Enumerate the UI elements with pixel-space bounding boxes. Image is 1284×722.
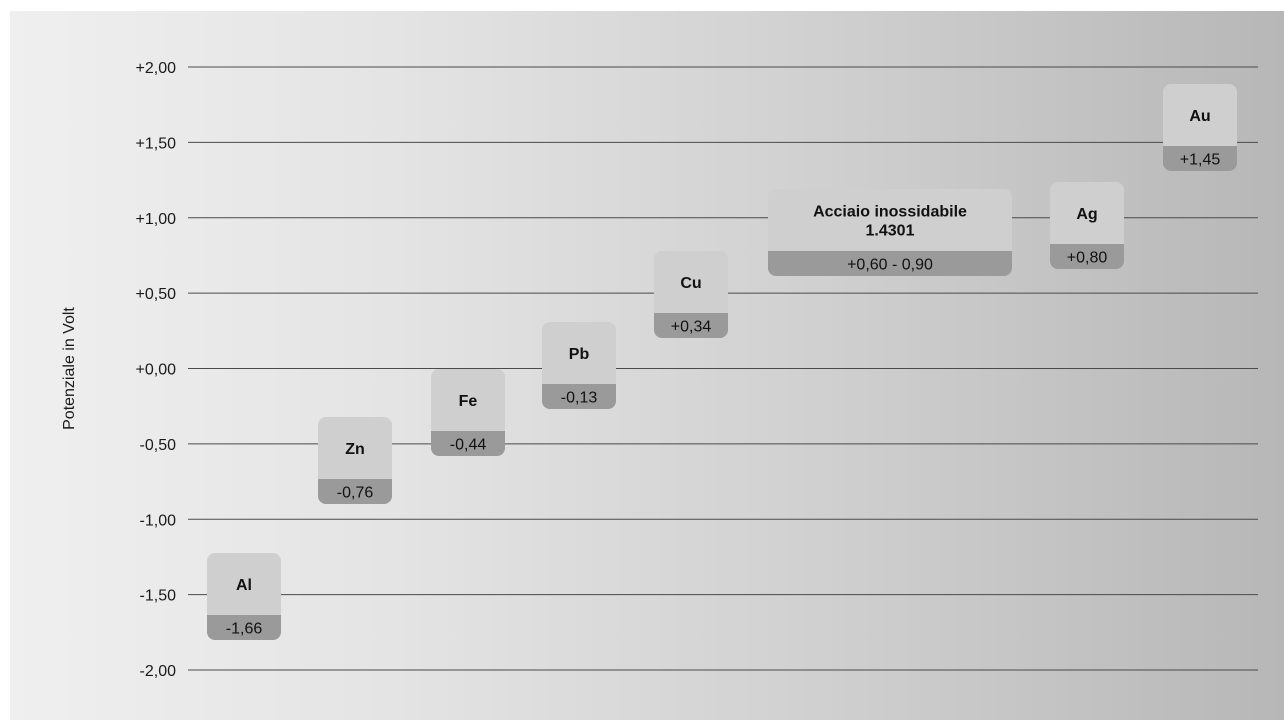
data-box-value-band	[1163, 146, 1237, 171]
data-box: Pb -0,13	[542, 322, 616, 409]
data-box-name: Fe	[459, 393, 478, 410]
y-tick-label: -1,50	[140, 588, 177, 605]
y-tick-label: +1,50	[136, 135, 177, 152]
data-box-value: -1,66	[226, 621, 263, 638]
data-box-name: Al	[236, 577, 252, 594]
data-box: Cu +0,34	[654, 251, 728, 338]
data-box-name: Acciaio inossidabile 1.4301	[813, 204, 967, 240]
data-box-name: Zn	[345, 441, 365, 458]
data-box: Al -1,66	[207, 553, 281, 640]
data-box-value: -0,76	[337, 485, 374, 502]
y-axis-title: Potenziale in Volt	[61, 307, 78, 430]
data-box-value: +0,60 - 0,90	[847, 257, 933, 274]
data-box-value-band	[768, 251, 1012, 276]
y-tick-label: -2,00	[140, 663, 177, 680]
data-box-name: Ag	[1076, 206, 1097, 223]
data-box: Fe -0,44	[431, 369, 505, 456]
data-box-value: -0,13	[561, 390, 598, 407]
data-box: Zn -0,76	[318, 417, 392, 504]
data-box-value-band	[542, 384, 616, 409]
data-box: Acciaio inossidabile 1.4301 +0,60 - 0,90	[768, 189, 1012, 276]
data-box-value: +0,80	[1067, 250, 1108, 267]
y-tick-label: +2,00	[136, 60, 177, 77]
data-box-name: Au	[1189, 108, 1210, 125]
data-box-value: +1,45	[1180, 152, 1221, 169]
y-tick-label: +0,00	[136, 362, 177, 379]
data-box-value-band	[318, 479, 392, 504]
data-box: Ag +0,80	[1050, 182, 1124, 269]
chart-svg: +2,00 +1,50 +1,00 +0,50 +0,00 -0,50 -1,00 -1,50…	[61, 60, 1258, 680]
y-tick-label: +1,00	[136, 211, 177, 228]
y-tick-label: -0,50	[140, 437, 177, 454]
y-gridlines: +2,00 +1,50 +1,00 +0,50 +0,00 -0,50 -1,00 -1,50…	[136, 60, 1258, 680]
data-box-value: +0,34	[671, 319, 712, 336]
data-box-value: -0,44	[450, 437, 487, 454]
y-tick-label: -1,00	[140, 512, 177, 529]
data-box-value-band	[207, 615, 281, 640]
data-box: Au +1,45	[1163, 84, 1237, 171]
chart-panel: +2,00 +1,50 +1,00 +0,50 +0,00 -0,50 -1,00 -1,50…	[10, 11, 1284, 720]
data-box-value-band	[654, 313, 728, 338]
data-box-name: Cu	[680, 275, 701, 292]
data-box-value-band	[1050, 244, 1124, 269]
data-box-name: Pb	[569, 346, 590, 363]
data-box-value-band	[431, 431, 505, 456]
y-tick-label: +0,50	[136, 286, 177, 303]
